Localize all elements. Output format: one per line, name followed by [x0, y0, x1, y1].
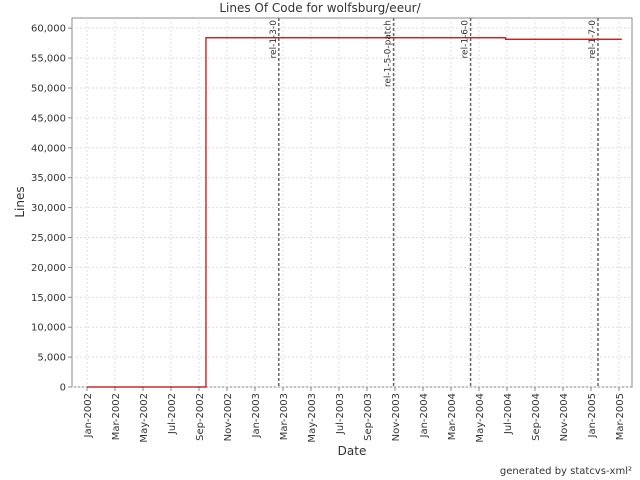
y-tick-label: 20,000: [31, 263, 66, 274]
y-tick-label: 25,000: [31, 233, 66, 244]
x-tick-label: Jan-2004: [419, 393, 430, 438]
x-tick-label: May-2002: [139, 393, 150, 443]
marker-label: rel-1-7-0: [588, 20, 598, 59]
x-tick-label: Jan-2005: [587, 393, 598, 438]
y-tick-label: 35,000: [31, 173, 66, 184]
marker-label: rel-1-6-0: [461, 20, 471, 59]
x-tick-label: Jan-2002: [83, 393, 94, 438]
x-tick-label: Jan-2003: [251, 393, 262, 438]
x-tick-label: Sep-2004: [531, 393, 542, 441]
y-tick-label: 5,000: [37, 353, 66, 364]
y-tick-label: 10,000: [31, 323, 66, 334]
x-tick-label: Mar-2002: [111, 393, 122, 440]
y-tick-label: 55,000: [31, 54, 66, 65]
y-axis-label: Lines: [13, 186, 27, 217]
y-tick-label: 45,000: [31, 113, 66, 124]
y-tick-label: 60,000: [31, 24, 66, 35]
y-tick-label: 40,000: [31, 143, 66, 154]
x-tick-label: Jul-2003: [335, 393, 346, 435]
x-tick-label: Nov-2004: [559, 393, 570, 441]
x-tick-label: Sep-2002: [195, 393, 206, 441]
x-tick-label: May-2003: [307, 393, 318, 443]
x-tick-label: Jul-2002: [167, 393, 178, 435]
x-tick-label: Mar-2003: [279, 393, 290, 440]
x-tick-label: Nov-2002: [223, 393, 234, 441]
plot-area: [71, 17, 633, 388]
marker-label: rel-1-3-0: [269, 20, 279, 59]
x-tick-label: May-2004: [475, 393, 486, 443]
x-tick-label: Mar-2004: [447, 393, 458, 440]
y-tick-label: 30,000: [31, 203, 66, 214]
footer: generated by statcvs-xml²: [500, 466, 632, 477]
y-tick-label: 0: [60, 383, 66, 394]
x-tick-label: Nov-2003: [391, 393, 402, 441]
chart-title: Lines Of Code for wolfsburg/eeur/: [219, 1, 421, 15]
x-tick-label: Sep-2003: [363, 393, 374, 441]
data-line: [86, 37, 622, 388]
x-tick-label: Jul-2004: [503, 393, 514, 435]
x-tick-label: Mar-2005: [615, 393, 626, 440]
y-tick-label: 15,000: [31, 293, 66, 304]
y-tick-label: 50,000: [31, 83, 66, 94]
x-axis-label: Date: [338, 444, 367, 458]
marker-label: rel-1-5-0-patch: [384, 20, 394, 87]
